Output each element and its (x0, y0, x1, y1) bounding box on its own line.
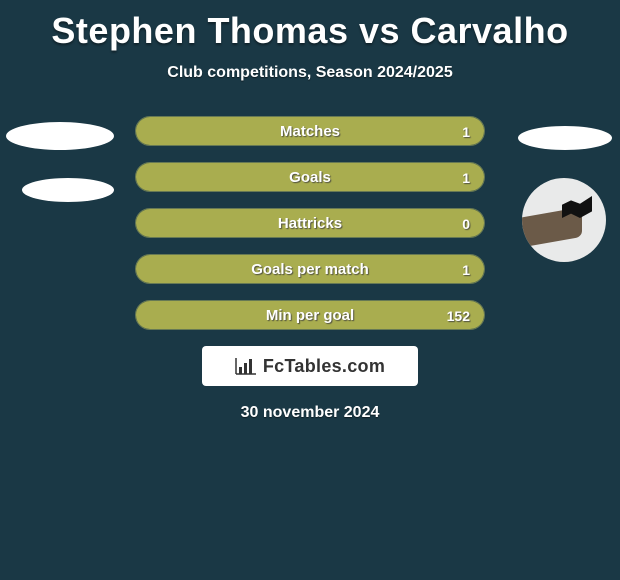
stat-label: Goals (136, 163, 484, 191)
stat-value-right: 152 (447, 301, 470, 329)
stat-row: Min per goal 152 (135, 300, 485, 330)
page-title: Stephen Thomas vs Carvalho (0, 0, 620, 52)
page-subtitle: Club competitions, Season 2024/2025 (0, 64, 620, 82)
stat-row: Goals 1 (135, 162, 485, 192)
stat-row: Goals per match 1 (135, 254, 485, 284)
stat-label: Min per goal (136, 301, 484, 329)
generated-date: 30 november 2024 (0, 404, 620, 422)
stat-label: Goals per match (136, 255, 484, 283)
fctables-logo-text: FcTables.com (263, 356, 385, 377)
stat-value-right: 1 (462, 163, 470, 191)
stat-label: Matches (136, 117, 484, 145)
player1-badge-placeholder-1 (6, 122, 114, 150)
stat-row: Matches 1 (135, 116, 485, 146)
bar-chart-icon (235, 357, 257, 375)
stat-value-right: 1 (462, 255, 470, 283)
player2-badge-placeholder-1 (518, 126, 612, 150)
stat-value-right: 1 (462, 117, 470, 145)
player2-club-badge (522, 178, 606, 262)
stat-row: Hattricks 0 (135, 208, 485, 238)
stat-value-right: 0 (462, 209, 470, 237)
stat-label: Hattricks (136, 209, 484, 237)
fctables-logo-link[interactable]: FcTables.com (202, 346, 418, 386)
stats-container: Matches 1 Goals 1 Hattricks 0 Goals per … (135, 116, 485, 330)
player1-badge-placeholder-2 (22, 178, 114, 202)
